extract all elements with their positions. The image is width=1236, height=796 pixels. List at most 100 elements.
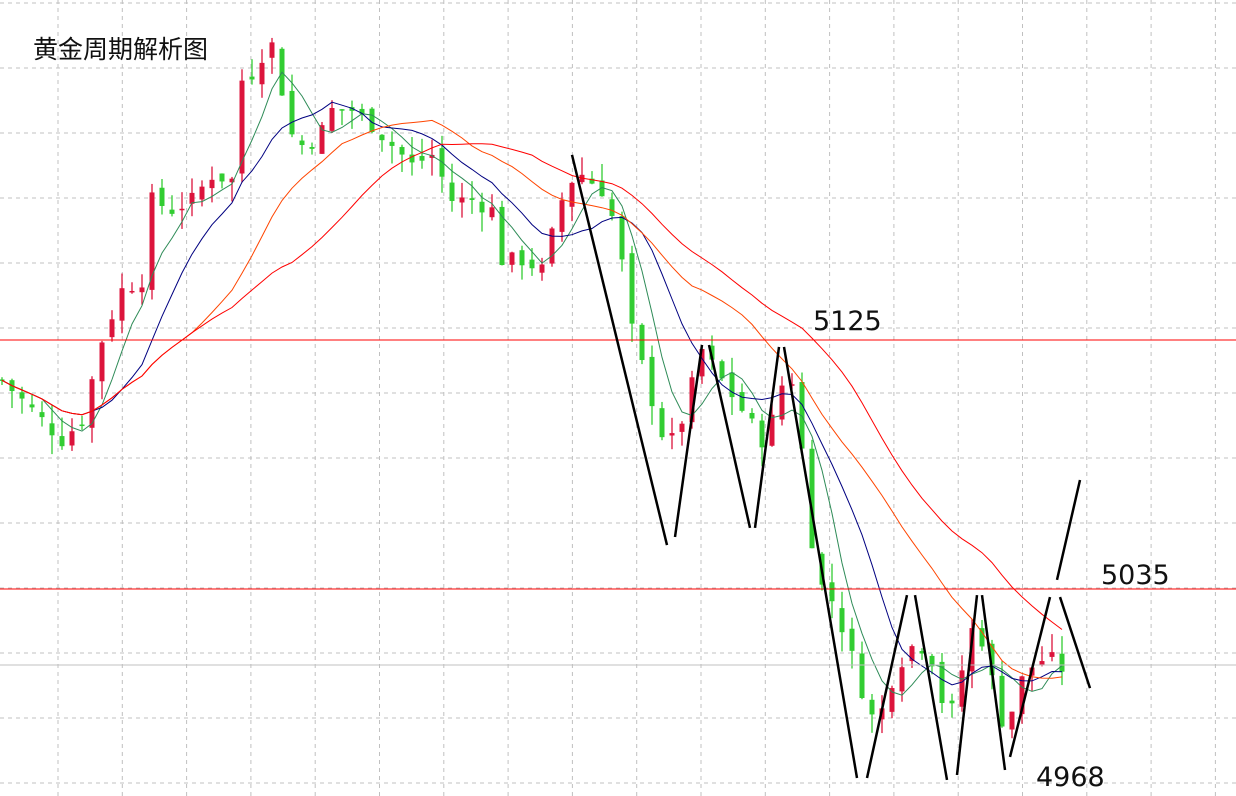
candle-up [109, 319, 115, 338]
candle-down [469, 198, 475, 200]
candle-down [739, 392, 745, 411]
candle-down [39, 412, 45, 418]
candle-up [549, 228, 555, 264]
candle-down [589, 178, 595, 184]
candle-up [789, 384, 795, 386]
candle-up [569, 182, 575, 207]
candle-down [849, 628, 855, 651]
candle-down [639, 324, 645, 361]
candle-down [869, 699, 875, 715]
chart-title: 黄金周期解析图 [33, 35, 209, 64]
trend-annotation-line [913, 594, 949, 781]
candle-up [319, 125, 325, 154]
candle-up [179, 208, 185, 211]
trend-annotation-line [782, 346, 859, 779]
candle-up [69, 431, 75, 446]
candle-down [299, 140, 305, 146]
candle-up [889, 688, 895, 712]
candle-up [669, 433, 675, 436]
trend-annotation-line [707, 344, 752, 529]
candle-down [649, 356, 655, 407]
candle-down [749, 412, 755, 419]
candle-up [199, 186, 205, 200]
candle-up [99, 342, 105, 382]
candle-up [699, 349, 705, 377]
candle-down [999, 675, 1005, 727]
candle-up [489, 207, 495, 218]
candle-up [149, 192, 155, 290]
candle-down [419, 155, 425, 161]
candle-up [959, 670, 965, 707]
candle-down [339, 109, 345, 111]
candle-up [769, 414, 775, 446]
trend-annotation-line [1058, 596, 1092, 689]
candle-up [429, 154, 435, 158]
candle-down [919, 651, 925, 654]
candle-down [399, 147, 405, 155]
candle-up [1049, 652, 1055, 657]
candle-down [709, 345, 715, 360]
trend-annotation-line [955, 594, 979, 776]
candle-up [89, 379, 95, 428]
candle-up [259, 62, 265, 85]
candle-down [389, 141, 395, 146]
ma5-line [1, 71, 1063, 696]
low-label-4968: 4968 [1036, 762, 1105, 793]
candle-up [559, 200, 565, 232]
candle-down [219, 173, 225, 182]
level-label-5035: 5035 [1101, 560, 1170, 591]
trend-annotation-line [865, 594, 909, 779]
candle-down [719, 361, 725, 379]
ma10-line [1, 101, 1063, 686]
candle-up [679, 423, 685, 432]
candle-down [939, 661, 945, 704]
trend-annotation-line [980, 594, 1007, 771]
candle-down [499, 206, 505, 266]
candle-up [139, 287, 145, 293]
candle-down [929, 655, 935, 667]
trend-annotation-line [1055, 479, 1082, 581]
candle-down [359, 108, 365, 114]
candle-down [629, 253, 635, 324]
ma30-line [1, 143, 1063, 630]
candle-down [1059, 653, 1065, 672]
candle-down [379, 134, 385, 141]
candle-down [19, 392, 25, 399]
candle-down [449, 182, 455, 201]
candle-down [599, 180, 605, 197]
candle-down [49, 423, 55, 436]
candle-down [839, 608, 845, 633]
candle-down [289, 90, 295, 135]
candle-down [989, 643, 995, 676]
level-label-5125: 5125 [813, 306, 882, 337]
candle-down [529, 259, 535, 269]
candle-up [539, 264, 545, 273]
candle-down [979, 628, 985, 647]
candle-down [59, 436, 65, 447]
candle-up [689, 377, 695, 423]
candle-up [909, 646, 915, 662]
candle-up [329, 108, 335, 131]
candle-up [119, 288, 125, 321]
candle-up [1009, 711, 1015, 730]
candle-down [859, 653, 865, 699]
candle-down [619, 216, 625, 260]
candle-down [29, 404, 35, 408]
candle-up [129, 290, 135, 293]
candle-down [519, 250, 525, 266]
candle-down [609, 199, 615, 216]
candle-down [79, 424, 85, 427]
trend-annotation-line [570, 154, 669, 546]
candle-up [899, 667, 905, 692]
candle-up [269, 42, 275, 58]
candle-down [349, 107, 355, 111]
candle-down [759, 420, 765, 448]
candle-up [239, 80, 245, 174]
trend-annotation-line [753, 346, 781, 529]
candle-down [829, 582, 835, 602]
trend-annotation-line [673, 344, 704, 538]
candle-up [229, 178, 235, 183]
candle-up [189, 192, 195, 204]
trend-annotation-line [1008, 596, 1052, 758]
